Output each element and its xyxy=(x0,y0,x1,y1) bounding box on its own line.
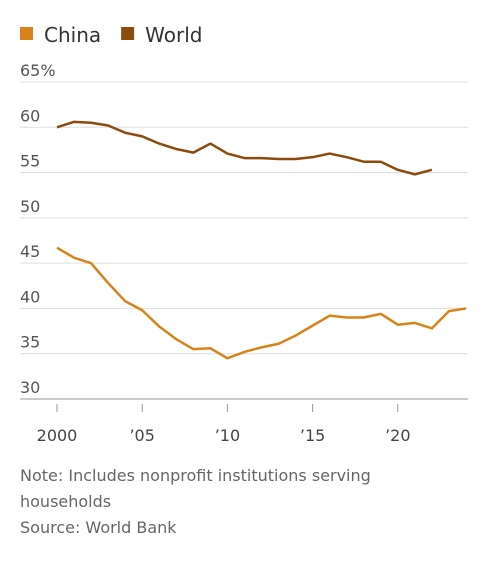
source: Source: World Bank xyxy=(20,518,177,537)
x-tick-label: ’05 xyxy=(129,426,154,445)
y-tick-label: 30 xyxy=(20,378,40,397)
y-tick-label: 60 xyxy=(20,106,40,125)
y-tick-label: 65% xyxy=(20,61,56,80)
y-tick-label: 40 xyxy=(20,287,40,306)
y-tick-label: 35 xyxy=(20,333,40,352)
legend-swatch xyxy=(121,27,135,40)
x-tick-label: ’15 xyxy=(300,426,325,445)
series-line xyxy=(56,120,433,176)
series-line xyxy=(56,246,467,360)
note: Note: Includes nonprofit institutions se… xyxy=(20,466,371,511)
chart: China World 30 35 40 45 50 55 60 65% 2000 ’05 ’10 ’15… xyxy=(20,23,468,445)
x-tick-label: ’10 xyxy=(215,426,240,445)
legend-label: China xyxy=(44,23,101,47)
y-tick-label: 50 xyxy=(20,197,40,216)
x-tick-label: ’20 xyxy=(385,426,410,445)
x-tick-label: 2000 xyxy=(37,426,78,445)
legend-label: World xyxy=(145,23,202,47)
legend-swatch xyxy=(20,27,33,40)
y-tick-label: 55 xyxy=(20,152,40,171)
y-tick-label: 45 xyxy=(20,242,40,261)
